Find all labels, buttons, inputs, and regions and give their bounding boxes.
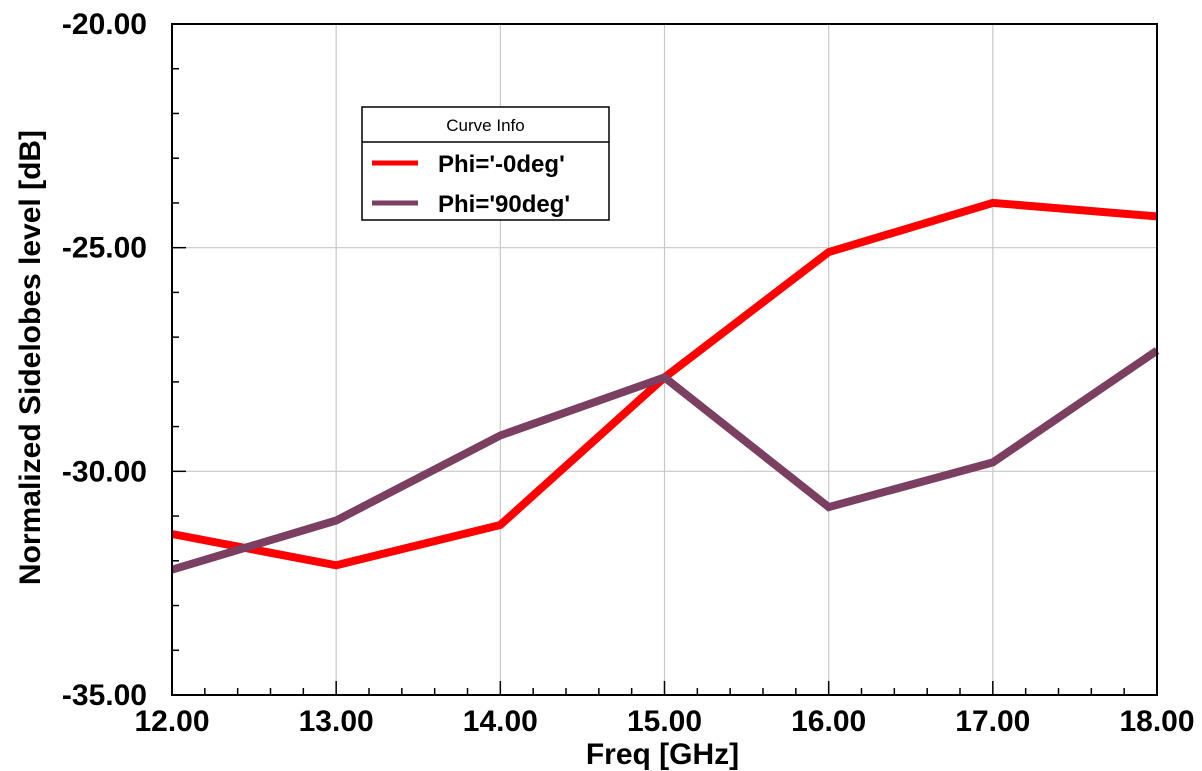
x-tick-label: 15.00 [627,705,702,738]
x-tick-label: 13.00 [299,705,374,738]
x-axis-title: Freq [GHz] [586,738,739,771]
legend-entries: Phi='-0deg' Phi='90deg' [372,151,570,218]
y-tick-label: -20.00 [62,8,147,41]
plot-frame [171,23,1158,696]
y-tick-label: -25.00 [62,232,147,265]
y-tick-label: -30.00 [62,455,147,488]
y-tick-labels: -35.00 -30.00 -25.00 -20.00 [62,8,147,712]
x-tick-label: 16.00 [791,705,866,738]
x-tick-label: 14.00 [463,705,538,738]
series-layer [170,198,1160,574]
y-axis-title: Normalized Sidelobes level [dB] [14,130,47,585]
x-tick-label: 12.00 [134,705,209,738]
legend: Curve Info Phi='-0deg' Phi='90deg' [361,106,610,221]
y-tick-label: -35.00 [62,679,147,712]
x-tick-label: 18.00 [1119,705,1194,738]
x-tick-label: 17.00 [955,705,1030,738]
series-line-1 [170,347,1160,574]
legend-label-0: Phi='-0deg' [438,151,565,178]
legend-label-1: Phi='90deg' [438,191,570,218]
x-tick-labels: 12.00 13.00 14.00 15.00 16.00 17.00 18.00 [134,705,1194,738]
legend-title: Curve Info [446,116,524,135]
